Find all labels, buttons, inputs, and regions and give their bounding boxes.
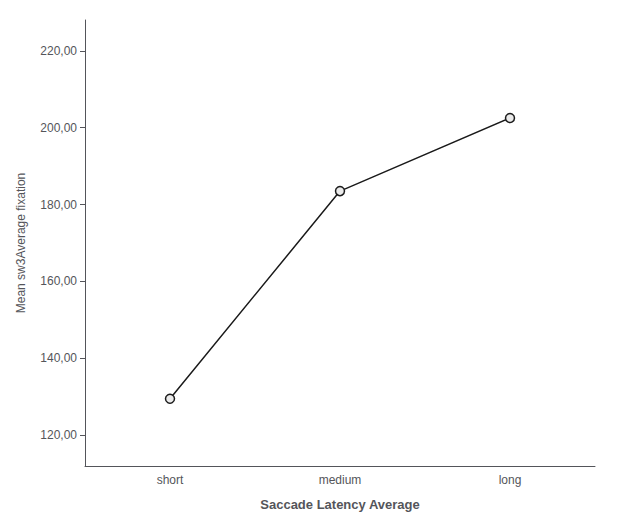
svg-text:120,00: 120,00	[40, 428, 77, 442]
svg-text:Mean sw3Average fixation: Mean sw3Average fixation	[14, 173, 28, 314]
svg-text:short: short	[157, 473, 184, 487]
svg-text:Saccade Latency Average: Saccade Latency Average	[260, 497, 419, 512]
svg-text:160,00: 160,00	[40, 274, 77, 288]
svg-text:220,00: 220,00	[40, 44, 77, 58]
svg-text:long: long	[499, 473, 522, 487]
svg-text:140,00: 140,00	[40, 351, 77, 365]
svg-text:200,00: 200,00	[40, 121, 77, 135]
svg-text:medium: medium	[319, 473, 362, 487]
svg-text:180,00: 180,00	[40, 198, 77, 212]
